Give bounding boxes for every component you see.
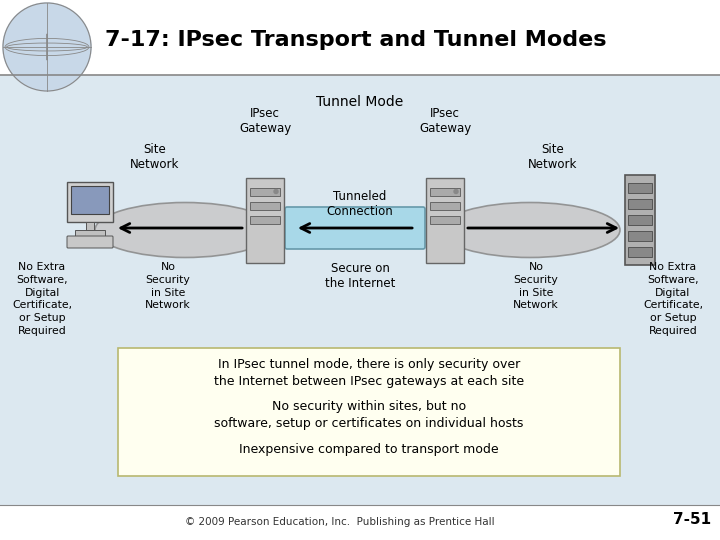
FancyBboxPatch shape [285, 207, 425, 249]
Bar [250, 215, 280, 224]
Bar [250, 201, 280, 210]
Bar [71, 186, 109, 214]
Text: Tunneled
Connection: Tunneled Connection [327, 190, 393, 218]
Bar [75, 230, 105, 236]
Bar [118, 348, 620, 476]
Bar [628, 231, 652, 241]
Bar [430, 187, 460, 195]
Circle shape [3, 3, 91, 91]
Circle shape [454, 190, 458, 193]
Bar [628, 183, 652, 193]
Ellipse shape [440, 202, 620, 258]
Text: Site
Network: Site Network [528, 143, 577, 171]
Text: Tunnel Mode: Tunnel Mode [316, 95, 404, 109]
Text: No
Security
in Site
Network: No Security in Site Network [145, 262, 191, 310]
Text: No Extra
Software,
Digital
Certificate,
or Setup
Required: No Extra Software, Digital Certificate, … [643, 262, 703, 336]
Text: 7-17: IPsec Transport and Tunnel Modes: 7-17: IPsec Transport and Tunnel Modes [105, 30, 606, 50]
Bar [430, 215, 460, 224]
Text: In IPsec tunnel mode, there is only security over
the Internet between IPsec gat: In IPsec tunnel mode, there is only secu… [214, 358, 524, 388]
Text: IPsec
Gateway: IPsec Gateway [419, 107, 471, 135]
Bar [628, 247, 652, 257]
Text: No Extra
Software,
Digital
Certificate,
or Setup
Required: No Extra Software, Digital Certificate, … [12, 262, 72, 336]
Text: Secure on
the Internet: Secure on the Internet [325, 262, 395, 290]
Text: 7-51: 7-51 [673, 512, 711, 528]
Bar [246, 178, 284, 262]
Text: © 2009 Pearson Education, Inc.  Publishing as Prentice Hall: © 2009 Pearson Education, Inc. Publishin… [185, 517, 495, 527]
Bar [625, 175, 655, 265]
Bar [86, 222, 94, 230]
Circle shape [3, 3, 91, 91]
Bar [0, 0, 720, 75]
Ellipse shape [95, 202, 275, 258]
Bar [250, 187, 280, 195]
Bar [0, 505, 720, 540]
Circle shape [274, 190, 278, 193]
Text: Inexpensive compared to transport mode: Inexpensive compared to transport mode [239, 443, 499, 456]
Bar [628, 215, 652, 225]
Bar [67, 182, 113, 222]
Bar [426, 178, 464, 262]
Text: Site
Network: Site Network [130, 143, 180, 171]
Bar [628, 199, 652, 209]
Bar [430, 201, 460, 210]
FancyBboxPatch shape [67, 236, 113, 248]
Text: No
Security
in Site
Network: No Security in Site Network [513, 262, 559, 310]
Text: No security within sites, but no
software, setup or certificates on individual h: No security within sites, but no softwar… [215, 400, 523, 430]
Text: IPsec
Gateway: IPsec Gateway [239, 107, 291, 135]
Bar [0, 75, 720, 535]
